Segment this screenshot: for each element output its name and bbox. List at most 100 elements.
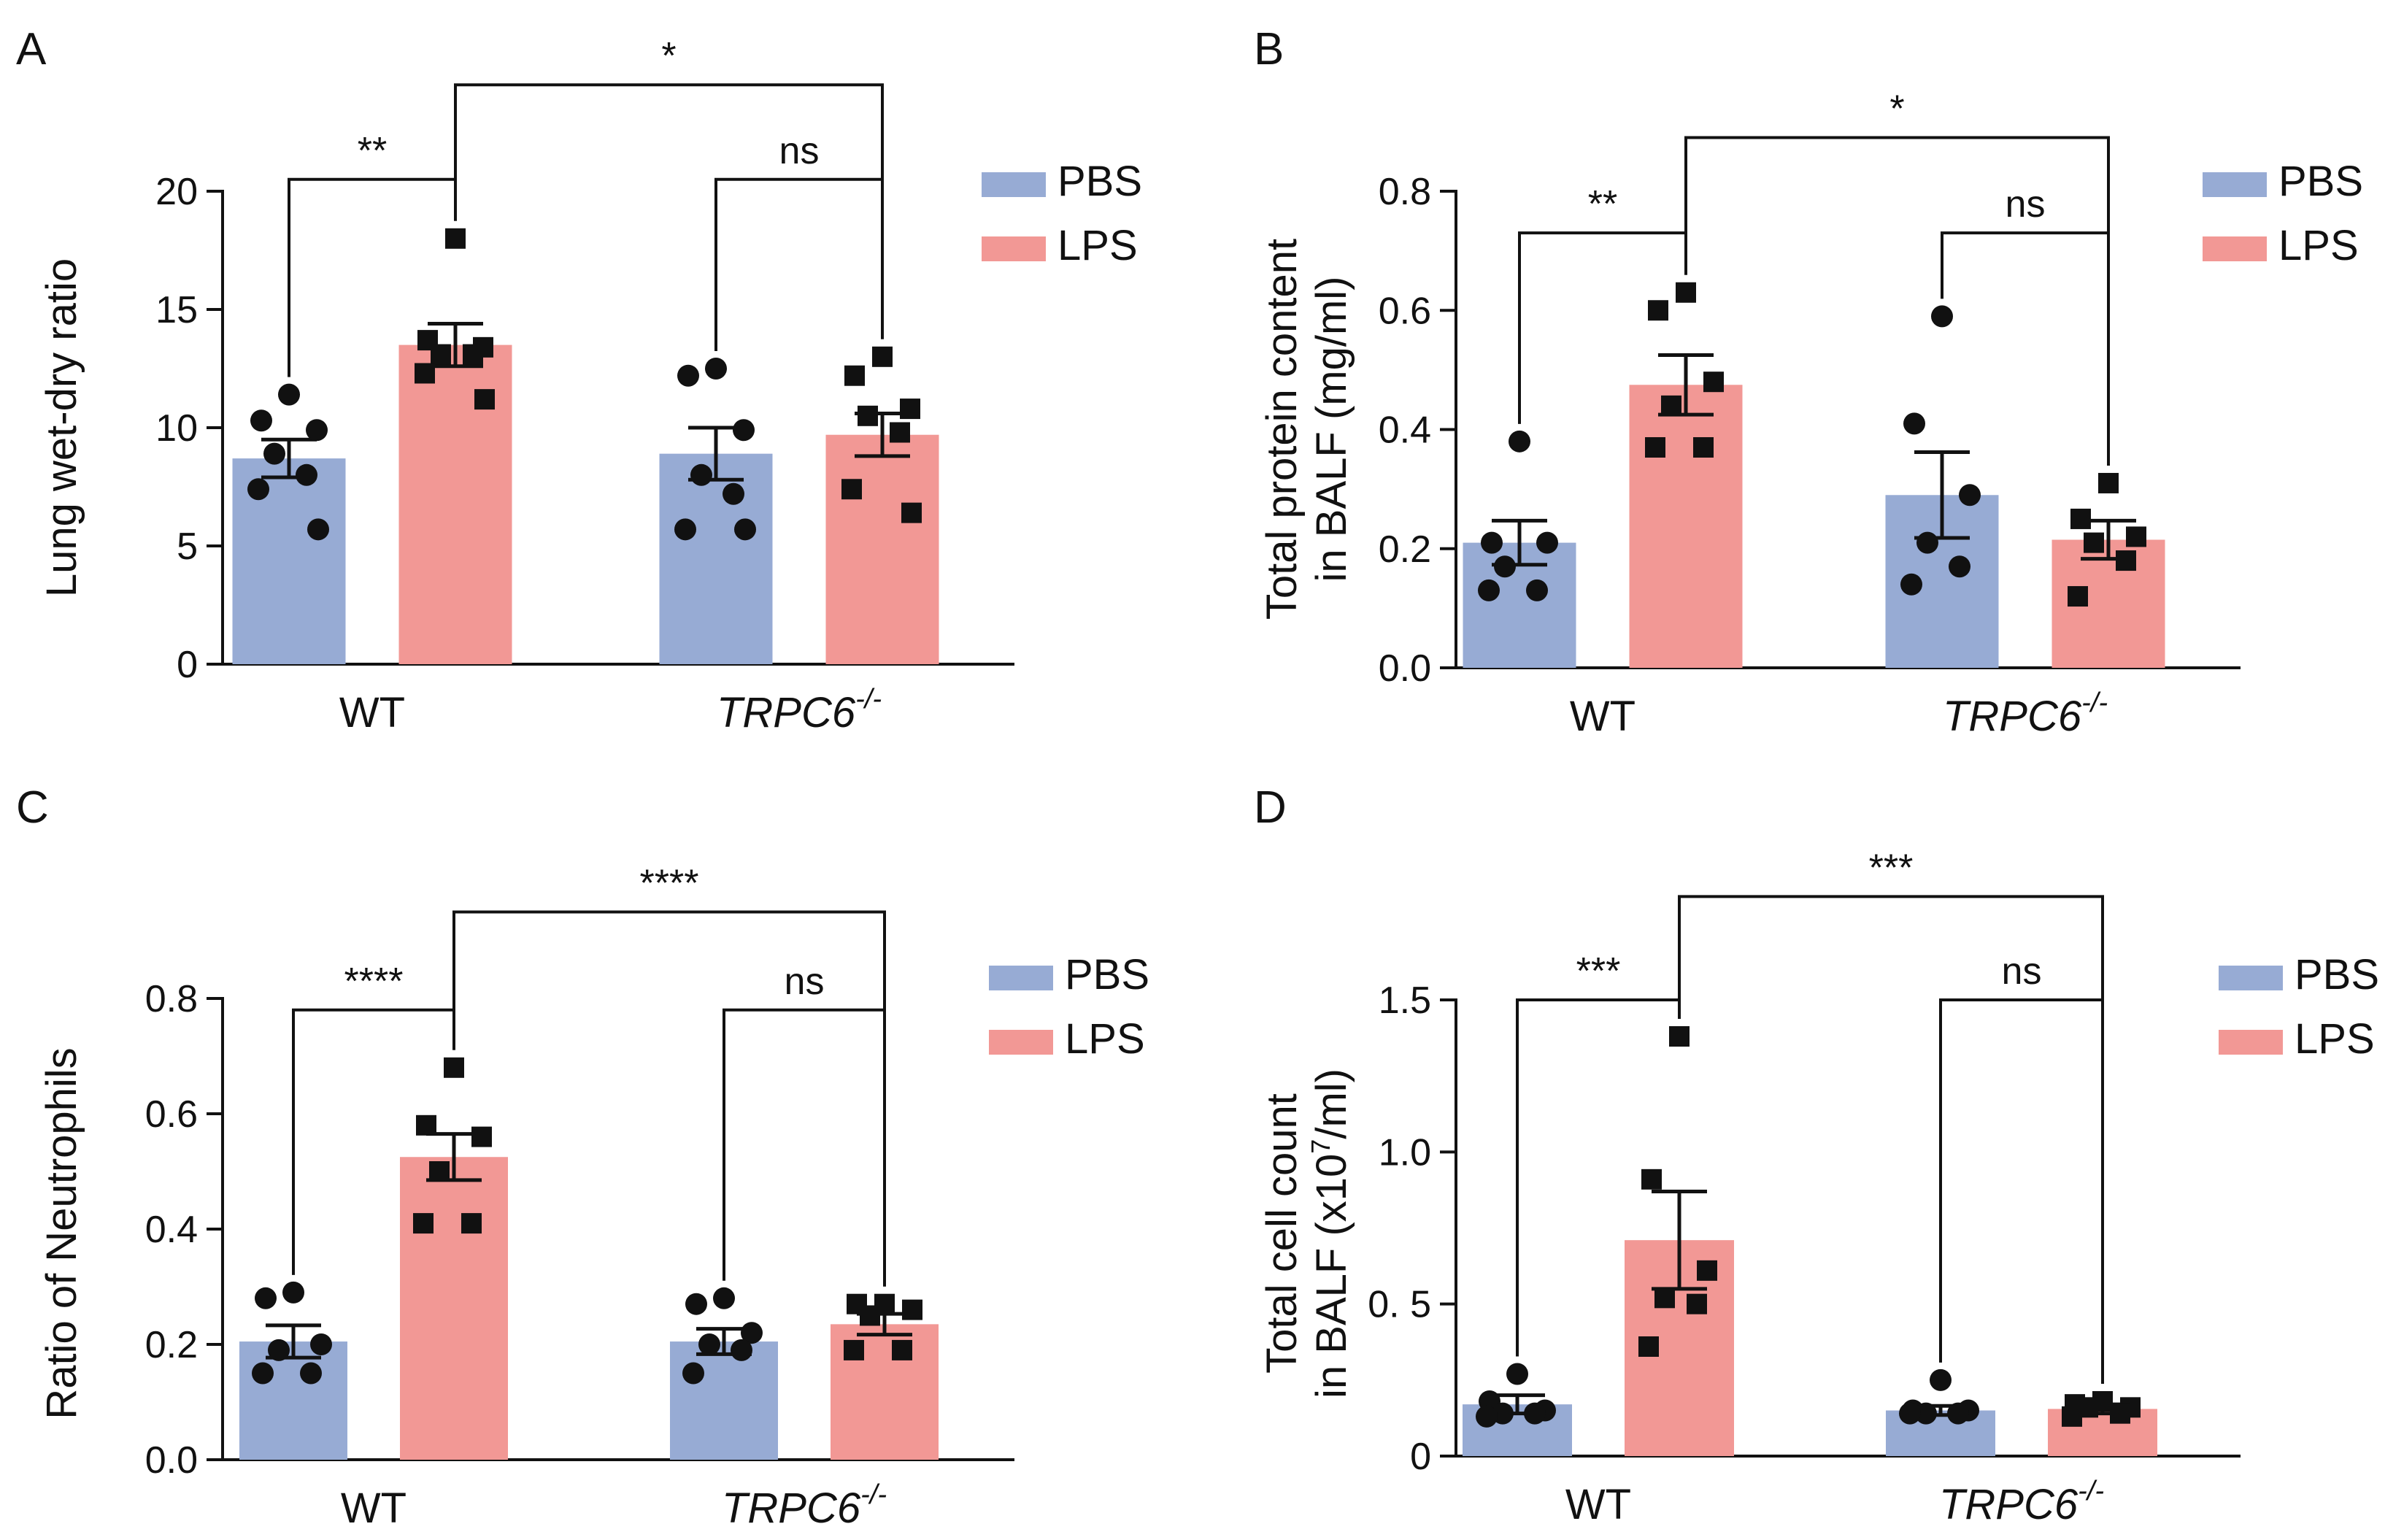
y-axis-label-line: Lung wet-dry ratio xyxy=(38,258,85,597)
data-point xyxy=(1687,1293,1707,1314)
significance-label: ** xyxy=(358,130,387,172)
data-point xyxy=(1654,1287,1675,1309)
data-point xyxy=(416,1114,436,1136)
legend-label: LPS xyxy=(2295,1015,2375,1063)
panel-c: C 0.0 0.2 0.4 0.6 0.8 Ratio of Neutrophils WT TR… xyxy=(16,782,1149,1532)
data-point xyxy=(413,1213,434,1234)
y-axis-label-line: in BALF (mg/ml) xyxy=(1308,277,1355,582)
legend-label: LPS xyxy=(1065,1015,1145,1063)
y-axis-label: Total cell countin BALF (x107/ml) xyxy=(1258,1069,1355,1398)
y-tick-label: 0.2 xyxy=(1379,528,1431,571)
data-point xyxy=(844,365,865,386)
x-group-label: WT xyxy=(339,689,405,736)
data-point xyxy=(2098,472,2119,493)
data-point xyxy=(268,1339,290,1361)
data-point xyxy=(282,1281,304,1304)
data-point xyxy=(860,1305,880,1326)
x-group-label-text: TRPC6 xyxy=(1943,693,2082,740)
data-point xyxy=(1697,1260,1717,1281)
bar xyxy=(398,344,512,664)
significance-bracket xyxy=(1518,231,1687,424)
legend-label: PBS xyxy=(1065,951,1149,998)
significance-label: * xyxy=(661,35,676,77)
y-tick-label: 1.5 xyxy=(1379,979,1431,1022)
data-point xyxy=(247,478,269,501)
legend-swatch xyxy=(2203,172,2267,197)
legend-swatch xyxy=(989,1030,1053,1055)
data-point xyxy=(278,383,300,406)
data-point xyxy=(1641,1169,1662,1190)
panel-label: D xyxy=(1254,782,1287,833)
data-point xyxy=(1481,531,1503,554)
y-axis-label: Lung wet-dry ratio xyxy=(38,258,85,597)
data-point xyxy=(263,442,285,465)
significance-label: ns xyxy=(785,960,825,1003)
y-axis-label-sup: 7 xyxy=(1306,1139,1336,1154)
significance-bracket xyxy=(288,177,457,377)
legend-swatch xyxy=(982,172,1046,197)
bar xyxy=(400,1157,508,1460)
data-point xyxy=(250,409,272,432)
y-tick-label: 5 xyxy=(177,525,198,568)
data-point xyxy=(1509,430,1530,453)
data-point xyxy=(2070,508,2091,529)
panel-b: B 0.0 0.2 0.4 0.6 0.8 Total protein contentin … xyxy=(1254,24,2363,740)
legend-swatch xyxy=(2219,1030,2283,1055)
data-point xyxy=(1900,573,1922,596)
data-point xyxy=(1676,282,1696,303)
y-axis-label-line: in BALF (x10 xyxy=(1308,1154,1355,1398)
significance-label: *** xyxy=(1869,847,1914,889)
x-group-label-sup: -/- xyxy=(860,1479,887,1510)
data-point xyxy=(674,518,696,541)
data-point xyxy=(1645,436,1665,458)
legend-label: PBS xyxy=(2295,951,2379,998)
data-point xyxy=(682,1362,704,1385)
y-axis-label-line: /ml) xyxy=(1308,1069,1355,1139)
y-tick-label: 0 xyxy=(177,644,198,686)
y-axis-label: Total protein contentin BALF (mg/ml) xyxy=(1258,239,1355,620)
significance-label: ** xyxy=(1588,183,1617,226)
y-tick-label: 0. 5 xyxy=(1368,1284,1431,1326)
data-point xyxy=(713,1287,735,1309)
data-point xyxy=(444,1057,464,1078)
data-point xyxy=(1899,1402,1921,1425)
data-point xyxy=(1478,579,1500,601)
x-group-label-text: WT xyxy=(339,689,405,736)
data-point xyxy=(1506,1363,1528,1385)
bar xyxy=(1629,385,1743,668)
data-point xyxy=(2110,1403,2130,1424)
data-point xyxy=(445,228,466,249)
data-point xyxy=(1959,484,1981,507)
y-tick-label: 0.4 xyxy=(1379,409,1431,452)
data-point xyxy=(1947,1402,1969,1425)
significance-bracket xyxy=(1678,895,2104,1000)
data-point xyxy=(431,344,451,365)
significance-bracket xyxy=(714,177,884,351)
y-tick-label: 0.8 xyxy=(145,978,198,1020)
panel-d: D 0 0. 5 1.0 1.5 Total cell countin BALF (x10… xyxy=(1254,782,2379,1528)
significance-bracket xyxy=(452,910,886,1010)
data-point xyxy=(841,479,862,500)
data-point xyxy=(733,419,755,442)
bar xyxy=(659,453,773,664)
x-group-label: WT xyxy=(1565,1481,1631,1528)
legend-swatch xyxy=(2203,236,2267,261)
data-point xyxy=(858,405,878,426)
data-point xyxy=(1661,395,1681,416)
data-point xyxy=(307,518,329,541)
legend-swatch xyxy=(989,966,1053,990)
y-tick-label: 10 xyxy=(155,407,198,450)
legend-label: LPS xyxy=(2278,222,2359,269)
x-group-label: TRPC6-/- xyxy=(717,684,882,736)
y-tick-label: 0.4 xyxy=(145,1209,198,1251)
data-point xyxy=(306,419,328,442)
x-group-label-sup: -/- xyxy=(2078,1476,2104,1506)
data-point xyxy=(415,363,435,384)
data-point xyxy=(2084,532,2104,553)
y-axis-label-line: Total protein content xyxy=(1258,239,1306,620)
data-point xyxy=(471,1126,492,1147)
data-point xyxy=(255,1287,277,1309)
y-tick-label: 1.0 xyxy=(1379,1131,1431,1174)
legend-swatch xyxy=(2219,966,2283,990)
